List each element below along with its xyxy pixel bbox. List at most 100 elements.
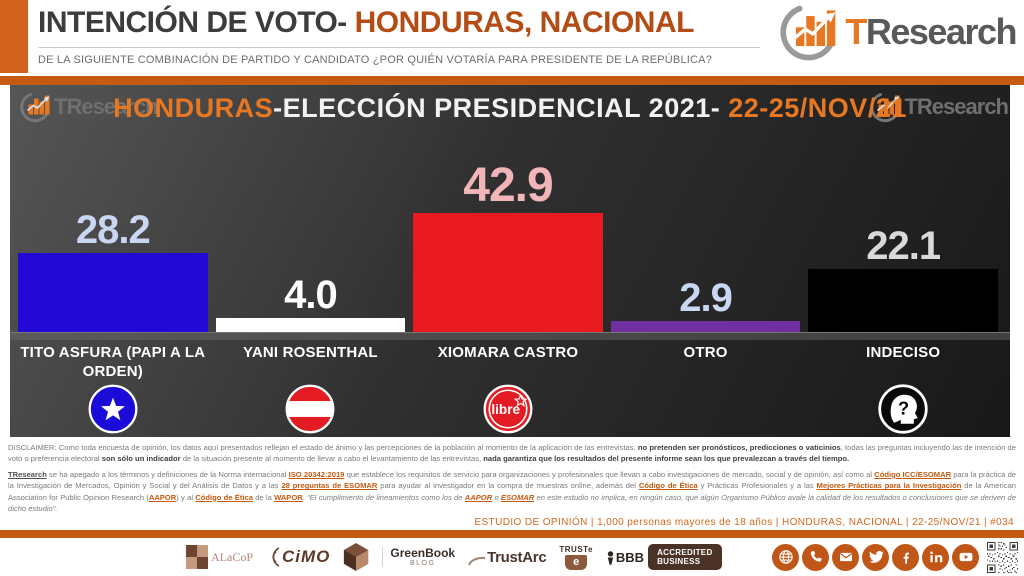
study-info: ESTUDIO DE OPINIÓN | 1,000 personas mayo… (474, 517, 1014, 528)
bar-value-label: 22.1 (866, 224, 941, 268)
email-icon[interactable] (832, 543, 859, 571)
twitter-icon[interactable] (862, 543, 889, 571)
tresearch-chart-icon (20, 93, 50, 123)
trustarc-logo: TrustArc (468, 548, 547, 566)
header: INTENCIÓN DE VOTO- HONDURAS, NACIONAL DE… (0, 0, 1024, 76)
plh-stripes-icon (216, 384, 406, 434)
bar-value-label: 4.0 (284, 273, 338, 317)
pnh-star-icon (18, 384, 208, 434)
bar-value-label: 2.9 (679, 276, 733, 320)
tresearch-chart-icon (870, 93, 900, 123)
truste-label: TRUSTe (559, 544, 593, 554)
bar-indeciso (808, 269, 998, 332)
libre-icon: libre (413, 384, 603, 434)
indeciso-question-icon: ? (808, 384, 998, 434)
bar-column-otro: 2.9 (610, 276, 801, 332)
trustarc-arc-icon (468, 556, 486, 565)
alacop-label: ALaCoP (211, 549, 253, 564)
disclaimer-link[interactable]: AAPOR (148, 492, 177, 502)
category-label-xiomara-castro: XIOMARA CASTRO (437, 344, 579, 361)
disclaimer-paragraph-2: TResearch se ha apegado a los términos y… (8, 469, 1016, 515)
page-title-dark: INTENCIÓN DE VOTO- (38, 6, 355, 39)
disclaimer-link[interactable]: 28 preguntas de ESOMAR (281, 481, 378, 491)
text-segment: “El cumplimiento de lineamientos como lo… (307, 492, 465, 502)
text-segment: TResearch (8, 469, 47, 479)
tresearch-watermark-right: TResearch (868, 91, 1009, 123)
disclaimer-link[interactable]: WAPOR (274, 492, 303, 502)
bar-tito-asfura (18, 253, 208, 332)
text-segment: para ayudar al investigador en la compra… (377, 481, 639, 491)
linkedin-icon[interactable] (922, 543, 949, 571)
disclaimer-link[interactable]: Mejores Prácticas para la Investigación (816, 481, 962, 491)
disclaimer-paragraph-1: DISCLAIMER: Como toda encuesta de opinió… (8, 442, 1016, 465)
bars-row: 28.2 4.0 42.9 2.9 22.1 (18, 85, 998, 332)
text-segment: DISCLAIMER: Como toda encuesta de opinió… (8, 443, 638, 452)
category-label-indeciso: INDECISO (866, 344, 941, 361)
text-segment: o (492, 492, 501, 502)
partner-logos: ALaCoP CiMO GreenBook BLOG (186, 542, 722, 572)
trustarc-label: TrustArc (487, 548, 547, 566)
text-segment: de la (252, 492, 275, 502)
tresearch-chart-icon (780, 5, 836, 61)
greenbook-logo: GreenBook BLOG (382, 545, 456, 568)
chart-baseline (10, 332, 1010, 340)
footer: ALaCoP CiMO GreenBook BLOG (0, 538, 1024, 576)
bar-column-tito-asfura: 28.2 (18, 210, 208, 332)
bar-value-label: 28.2 (75, 208, 151, 252)
text-segment: en este estudio no implica, en ningún ca… (8, 492, 1016, 513)
disclaimer-link[interactable]: ISO 20342:2019 (288, 469, 345, 479)
facebook-icon[interactable] (892, 543, 919, 571)
cimo-rays-icon (272, 547, 280, 567)
text-segment: , todas las preguntas incluyendo las de … (8, 443, 1017, 464)
bbb-torch-icon (607, 550, 614, 565)
social-icons (772, 543, 979, 571)
none (611, 384, 801, 434)
text-segment: se ha apegado a los términos y definicio… (46, 469, 289, 479)
disclaimer-link[interactable]: Código de Ética (638, 481, 698, 491)
orange-band-bottom (0, 530, 1024, 538)
text-segment: no pretenden ser pronósticos, prediccion… (637, 443, 841, 452)
tresearch-watermark-left: TResearch (18, 91, 159, 123)
disclaimer-link[interactable]: Código de Ética (195, 492, 253, 502)
tresearch-logo: TResearch (777, 2, 1018, 62)
category-label-tito-asfura: TITO ASFURA (PAPI A LA ORDEN) (20, 344, 206, 380)
bbb-accredited-logo: BBB ACCREDITED BUSINESS (606, 543, 722, 571)
bbb-accredited-badge: ACCREDITED BUSINESS (648, 543, 722, 571)
tresearch-wordmark: TResearch (904, 94, 1009, 119)
qr-code (987, 541, 1018, 573)
text-segment: para la práctica de la Investigación de … (8, 469, 1017, 491)
icons-row: libre? (18, 384, 998, 434)
bar-otro (610, 321, 801, 332)
disclaimer-link[interactable]: Código ICC/ESOMAR (874, 469, 952, 479)
disclaimer-link[interactable]: ESOMAR (500, 492, 535, 502)
page-title-orange: HONDURAS, NACIONAL (354, 6, 695, 39)
chart-title: HONDURAS-ELECCIÓN PRESIDENCIAL 2021- 22-… (113, 93, 907, 123)
greenbook-sub-label: BLOG (410, 560, 436, 568)
title-divider (38, 47, 760, 48)
category-label-yani-rosenthal: YANI ROSENTHAL (243, 344, 378, 361)
bar-yani-rosenthal (215, 318, 406, 332)
youtube-icon[interactable] (952, 543, 979, 571)
chart-panel: TResearch TResearch HONDURAS-ELECCIÓN PR… (10, 85, 1010, 437)
names-row: TITO ASFURA (PAPI A LA ORDEN) YANI ROSENT… (18, 344, 998, 382)
text-segment: nada garantiza que los resultados del pr… (483, 454, 850, 464)
tresearch-wordmark: TResearch (54, 94, 159, 119)
orange-band-top (0, 76, 1024, 85)
disclaimer: DISCLAIMER: Como toda encuesta de opinió… (0, 437, 1024, 518)
bar-column-yani-rosenthal: 4.0 (215, 273, 406, 332)
bar-xiomara-castro (413, 213, 603, 332)
website-icon[interactable] (772, 543, 799, 571)
text-segment: ) y al (176, 492, 196, 502)
page-title: INTENCIÓN DE VOTO- HONDURAS, NACIONAL (38, 6, 694, 40)
hexagon-logo (343, 542, 369, 572)
svg-text:libre: libre (491, 402, 520, 417)
greenbook-label: GreenBook (390, 545, 456, 560)
text-segment: son sólo un indicador (101, 454, 181, 464)
disclaimer-link[interactable]: AAPOR (464, 492, 493, 502)
phone-icon[interactable] (802, 543, 829, 571)
bar-column-xiomara-castro: 42.9 (413, 162, 603, 332)
text-segment: que establece los requisitos de servicio… (344, 469, 875, 479)
hexagon-cube-icon (344, 543, 369, 571)
cimo-label: CiMO (282, 547, 331, 566)
